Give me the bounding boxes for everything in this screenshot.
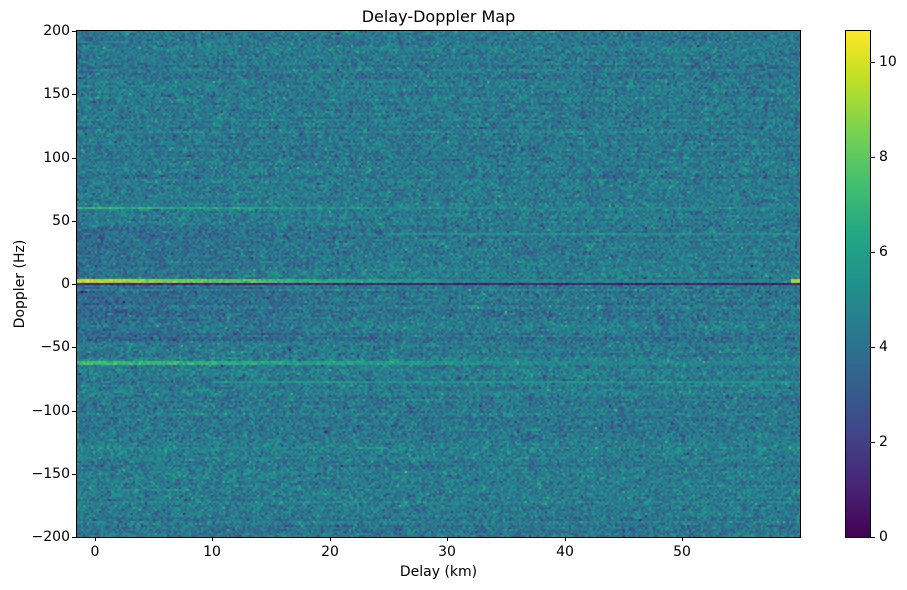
y-tick-mark (72, 94, 76, 95)
x-tick-mark (682, 537, 683, 541)
colorbar-tick-label: 10 (879, 54, 897, 70)
y-tick-label: −150 (31, 466, 70, 482)
heatmap-canvas (77, 31, 800, 537)
colorbar-canvas (846, 31, 870, 537)
y-tick-mark (72, 411, 76, 412)
colorbar-tick-label: 8 (879, 149, 888, 165)
y-tick-label: −50 (40, 339, 70, 355)
colorbar-tick-label: 6 (879, 244, 888, 260)
colorbar-tick-label: 4 (879, 339, 888, 355)
colorbar-tick-mark (871, 157, 875, 158)
y-tick-label: 100 (43, 150, 70, 166)
chart-title: Delay-Doppler Map (361, 7, 516, 26)
x-tick-label: 10 (203, 544, 221, 560)
colorbar-tick-mark (871, 537, 875, 538)
x-tick-mark (212, 537, 213, 541)
x-tick-label: 20 (321, 544, 339, 560)
colorbar (845, 30, 871, 538)
y-tick-label: −200 (31, 529, 70, 545)
colorbar-tick-mark (871, 347, 875, 348)
x-tick-label: 40 (556, 544, 574, 560)
colorbar-tick-label: 2 (879, 434, 888, 450)
y-tick-mark (72, 158, 76, 159)
y-tick-mark (72, 31, 76, 32)
colorbar-tick-mark (871, 442, 875, 443)
colorbar-tick-mark (871, 62, 875, 63)
y-tick-mark (72, 537, 76, 538)
colorbar-tick-mark (871, 252, 875, 253)
y-tick-label: 150 (43, 86, 70, 102)
y-tick-mark (72, 221, 76, 222)
y-tick-label: 50 (52, 213, 70, 229)
x-axis-label: Delay (km) (399, 564, 478, 580)
x-tick-mark (95, 537, 96, 541)
y-tick-label: −100 (31, 403, 70, 419)
x-tick-label: 50 (673, 544, 691, 560)
x-tick-mark (447, 537, 448, 541)
y-tick-mark (72, 347, 76, 348)
colorbar-tick-label: 0 (879, 529, 888, 545)
x-tick-label: 30 (438, 544, 456, 560)
y-tick-label: 0 (61, 276, 70, 292)
y-tick-mark (72, 284, 76, 285)
y-tick-mark (72, 474, 76, 475)
x-tick-mark (565, 537, 566, 541)
x-tick-mark (330, 537, 331, 541)
y-tick-label: 200 (43, 23, 70, 39)
x-tick-label: 0 (90, 544, 100, 560)
